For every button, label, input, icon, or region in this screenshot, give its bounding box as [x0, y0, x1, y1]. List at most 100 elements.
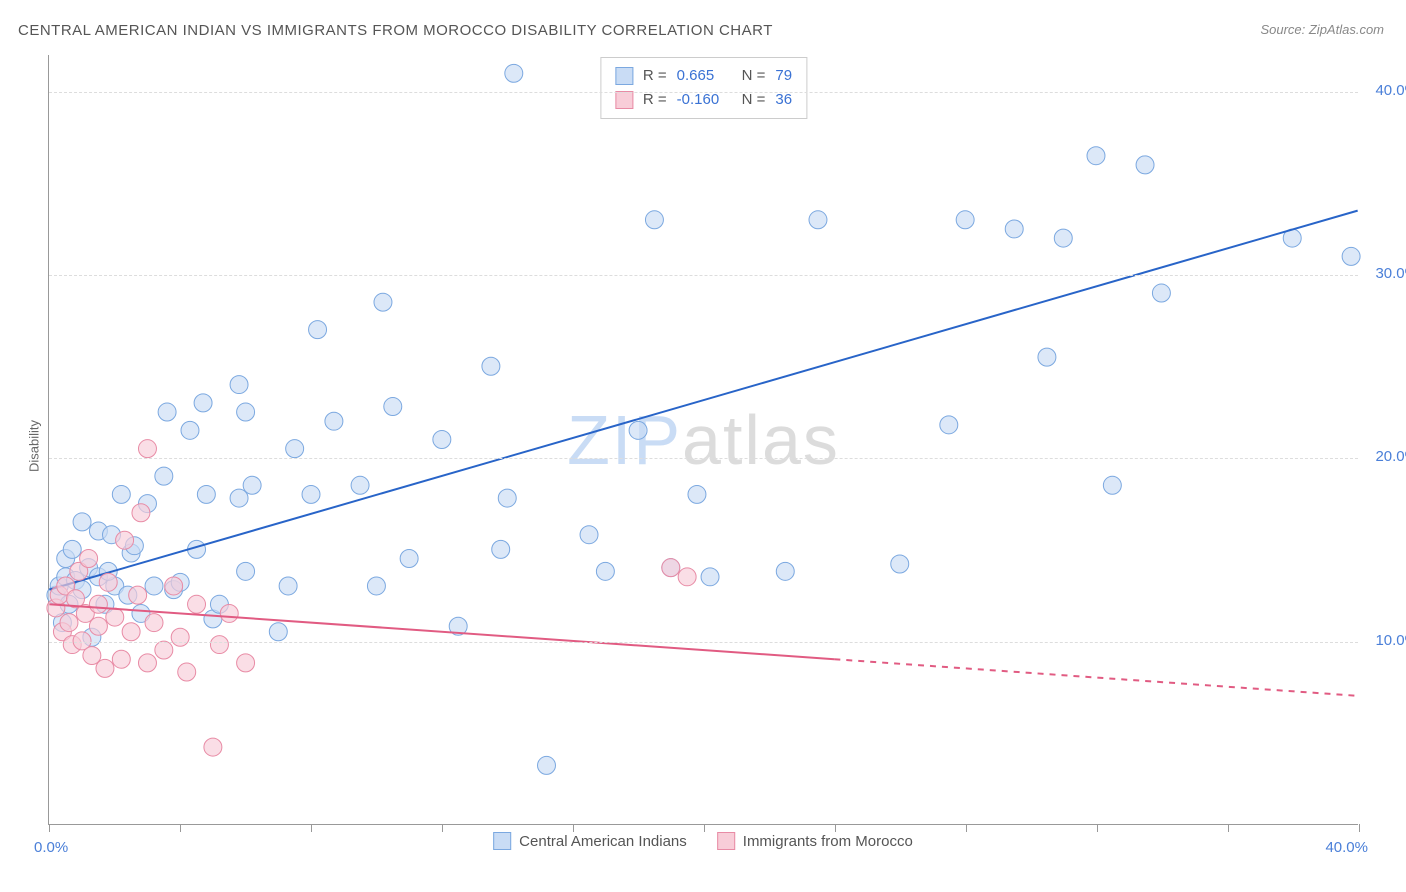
- data-point: [351, 476, 369, 494]
- chart-title: CENTRAL AMERICAN INDIAN VS IMMIGRANTS FR…: [18, 22, 773, 39]
- data-point: [1342, 247, 1360, 265]
- data-point: [197, 485, 215, 503]
- source-attribution: Source: ZipAtlas.com: [1260, 22, 1384, 37]
- scatter-plot-svg: [49, 55, 1358, 824]
- data-point: [138, 440, 156, 458]
- gridline: [49, 458, 1358, 459]
- data-point: [158, 403, 176, 421]
- data-point: [433, 431, 451, 449]
- data-point: [155, 641, 173, 659]
- x-tick: [1359, 824, 1360, 832]
- data-point: [243, 476, 261, 494]
- data-point: [63, 540, 81, 558]
- data-point: [645, 211, 663, 229]
- data-point: [538, 756, 556, 774]
- data-point: [106, 608, 124, 626]
- data-point: [1005, 220, 1023, 238]
- data-point: [384, 398, 402, 416]
- data-point: [204, 738, 222, 756]
- data-point: [155, 467, 173, 485]
- data-point: [188, 595, 206, 613]
- data-point: [374, 293, 392, 311]
- data-point: [1152, 284, 1170, 302]
- data-point: [1103, 476, 1121, 494]
- gridline: [49, 275, 1358, 276]
- data-point: [629, 421, 647, 439]
- x-tick: [966, 824, 967, 832]
- data-point: [482, 357, 500, 375]
- legend-label: Central American Indians: [519, 833, 687, 850]
- x-tick: [49, 824, 50, 832]
- data-point: [138, 654, 156, 672]
- data-point: [171, 628, 189, 646]
- data-point: [891, 555, 909, 573]
- data-point: [1087, 147, 1105, 165]
- data-point: [89, 595, 107, 613]
- data-point: [809, 211, 827, 229]
- data-point: [237, 403, 255, 421]
- data-point: [286, 440, 304, 458]
- data-point: [194, 394, 212, 412]
- data-point: [99, 573, 117, 591]
- series-legend: Central American Indians Immigrants from…: [493, 832, 913, 850]
- x-tick: [180, 824, 181, 832]
- data-point: [145, 614, 163, 632]
- data-point: [492, 540, 510, 558]
- data-point: [302, 485, 320, 503]
- data-point: [688, 485, 706, 503]
- data-point: [112, 650, 130, 668]
- data-point: [80, 550, 98, 568]
- data-point: [309, 321, 327, 339]
- data-point: [269, 623, 287, 641]
- x-tick: [704, 824, 705, 832]
- data-point: [1136, 156, 1154, 174]
- data-point: [230, 376, 248, 394]
- data-point: [596, 562, 614, 580]
- data-point: [237, 562, 255, 580]
- x-tick: [311, 824, 312, 832]
- data-point: [129, 586, 147, 604]
- data-point: [112, 485, 130, 503]
- data-point: [165, 577, 183, 595]
- plot-area: ZIPatlas R = 0.665 N = 79 R = -0.160 N =…: [48, 55, 1358, 825]
- x-tick: [442, 824, 443, 832]
- trend-line-extrapolated: [834, 659, 1357, 696]
- legend-swatch: [493, 832, 511, 850]
- x-tick: [1097, 824, 1098, 832]
- legend-item: Immigrants from Morocco: [717, 832, 913, 850]
- gridline: [49, 642, 1358, 643]
- data-point: [60, 614, 78, 632]
- y-tick-label: 30.0%: [1375, 265, 1406, 282]
- x-tick: [835, 824, 836, 832]
- data-point: [701, 568, 719, 586]
- x-tick: [573, 824, 574, 832]
- x-tick-label: 40.0%: [1325, 839, 1368, 856]
- data-point: [145, 577, 163, 595]
- data-point: [367, 577, 385, 595]
- data-point: [89, 617, 107, 635]
- data-point: [181, 421, 199, 439]
- y-tick-label: 20.0%: [1375, 448, 1406, 465]
- data-point: [325, 412, 343, 430]
- trend-line: [49, 211, 1357, 590]
- x-tick-label: 0.0%: [34, 839, 68, 856]
- data-point: [237, 654, 255, 672]
- data-point: [400, 550, 418, 568]
- data-point: [580, 526, 598, 544]
- data-point: [662, 559, 680, 577]
- legend-item: Central American Indians: [493, 832, 687, 850]
- data-point: [210, 636, 228, 654]
- data-point: [116, 531, 134, 549]
- data-point: [220, 604, 238, 622]
- data-point: [178, 663, 196, 681]
- data-point: [279, 577, 297, 595]
- data-point: [122, 623, 140, 641]
- x-tick: [1228, 824, 1229, 832]
- y-tick-label: 10.0%: [1375, 632, 1406, 649]
- data-point: [96, 659, 114, 677]
- data-point: [1038, 348, 1056, 366]
- data-point: [956, 211, 974, 229]
- gridline: [49, 92, 1358, 93]
- data-point: [498, 489, 516, 507]
- data-point: [776, 562, 794, 580]
